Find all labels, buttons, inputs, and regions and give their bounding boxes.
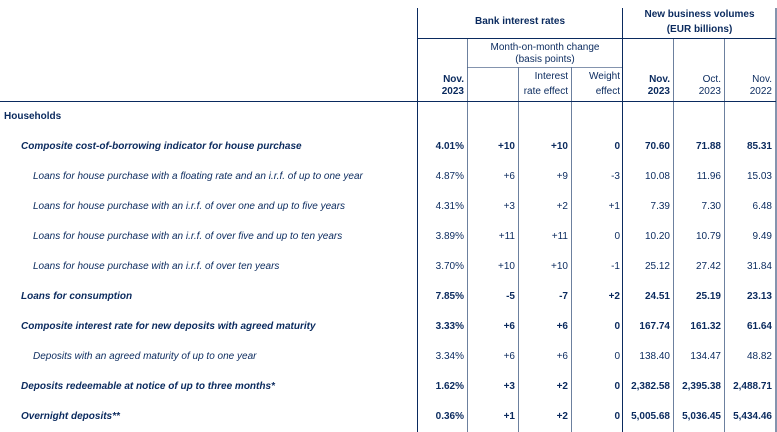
col-vol-nov2023-line1: Nov. xyxy=(649,74,670,85)
row-label: Composite cost-of-borrowing indicator fo… xyxy=(21,141,302,152)
mom-header-line1: Month-on-month change xyxy=(490,42,600,53)
section-households: Households xyxy=(4,111,62,122)
table-cell-v1: 25.12 xyxy=(644,261,670,272)
nbv-header-line2: (EUR billions) xyxy=(666,24,733,35)
table-cell-ir: +2 xyxy=(556,411,568,422)
col-vol-nov2022-line2: 2022 xyxy=(749,86,772,97)
table-cell-w: +2 xyxy=(608,291,620,302)
table-cell-rate: 1.62% xyxy=(435,381,464,392)
col-vol-oct2023-line2: 2023 xyxy=(698,86,721,97)
table-cell-w: -3 xyxy=(611,171,620,182)
table-cell-v1: 5,005.68 xyxy=(631,411,670,422)
table-cell-ir: +2 xyxy=(556,381,568,392)
table-cell-v1: 138.40 xyxy=(639,351,670,362)
row-label: Composite interest rate for new deposits… xyxy=(21,321,316,332)
table-cell-v1: 2,382.58 xyxy=(631,381,670,392)
col-ir-effect-line1: Interest xyxy=(534,71,568,82)
table-cell-v2: 5,036.45 xyxy=(682,411,721,422)
table-cell-v3: 9.49 xyxy=(752,231,772,242)
row-label: Overnight deposits** xyxy=(21,411,120,422)
table-cell-v1: 24.51 xyxy=(644,291,670,302)
table-cell-mom: +6 xyxy=(503,351,515,362)
col-vol-nov2023-line2: 2023 xyxy=(647,86,670,97)
row-label: Loans for house purchase with a floating… xyxy=(33,171,363,182)
col-vol-oct2023-line1: Oct. xyxy=(702,74,721,85)
table-cell-mom: +10 xyxy=(498,141,515,152)
table-cell-v3: 31.84 xyxy=(746,261,772,272)
table-cell-ir: +9 xyxy=(556,171,568,182)
mom-header-line2: (basis points) xyxy=(515,54,575,65)
table-cell-v3: 23.13 xyxy=(746,291,772,302)
table-cell-ir: +10 xyxy=(551,261,568,272)
table-cell-w: 0 xyxy=(614,381,620,392)
table-cell-v1: 167.74 xyxy=(639,321,670,332)
table-cell-rate: 0.36% xyxy=(435,411,464,422)
col-ir-effect-line2: rate effect xyxy=(523,86,568,97)
table-cell-mom: +3 xyxy=(503,381,515,392)
table-cell-v3: 85.31 xyxy=(746,141,772,152)
table-cell-v2: 2,395.38 xyxy=(682,381,721,392)
table-cell-w: +1 xyxy=(608,201,620,212)
table-cell-v2: 11.96 xyxy=(696,171,721,182)
table-cell-v3: 61.64 xyxy=(746,321,772,332)
row-label: Loans for house purchase with an i.r.f. … xyxy=(33,201,346,212)
table-cell-ir: -7 xyxy=(559,291,568,302)
table-cell-ir: +10 xyxy=(551,141,568,152)
table-cell-mom: +1 xyxy=(503,411,515,422)
table-cell-w: 0 xyxy=(614,351,620,362)
table-cell-v2: 25.19 xyxy=(695,291,721,302)
table-cell-v2: 71.88 xyxy=(695,141,721,152)
row-label: Loans for house purchase with an i.r.f. … xyxy=(33,231,343,242)
row-label: Loans for house purchase with an i.r.f. … xyxy=(33,261,280,272)
table-cell-v3: 6.48 xyxy=(752,201,772,212)
table-cell-ir: +2 xyxy=(556,201,568,212)
table-cell-w: 0 xyxy=(614,411,620,422)
table-cell-v2: 7.30 xyxy=(701,201,721,212)
table-cell-v1: 10.20 xyxy=(644,231,670,242)
col-rate-nov2023-line1: Nov. xyxy=(443,74,464,85)
table-cell-w: 0 xyxy=(614,321,620,332)
table-cell-rate: 3.34% xyxy=(435,351,464,362)
table-cell-v2: 10.79 xyxy=(695,231,721,242)
table-cell-w: 0 xyxy=(614,141,620,152)
table-cell-w: -1 xyxy=(611,261,620,272)
table-cell-mom: +3 xyxy=(503,201,515,212)
table-cell-v2: 134.47 xyxy=(690,351,721,362)
col-w-effect-line2: effect xyxy=(595,86,620,97)
table-cell-v3: 5,434.46 xyxy=(733,411,772,422)
table-cell-v2: 161.32 xyxy=(690,321,721,332)
table-cell-ir: +11 xyxy=(551,231,568,242)
table-cell-mom: +10 xyxy=(498,261,515,272)
table-cell-rate: 7.85% xyxy=(435,291,464,302)
row-label: Deposits with an agreed maturity of up t… xyxy=(33,351,257,362)
row-label: Loans for consumption xyxy=(21,291,133,302)
table-cell-mom: +6 xyxy=(503,321,515,332)
bank-rates-header: Bank interest rates xyxy=(474,16,566,27)
table-cell-v3: 15.03 xyxy=(746,171,772,182)
table-cell-rate: 4.87% xyxy=(435,171,464,182)
table-cell-mom: +6 xyxy=(503,171,515,182)
table-cell-v3: 48.82 xyxy=(746,351,772,362)
table-cell-v1: 70.60 xyxy=(644,141,670,152)
table-cell-v2: 27.42 xyxy=(695,261,721,272)
table-cell-v3: 2,488.71 xyxy=(733,381,772,392)
col-vol-nov2022-line1: Nov. xyxy=(752,74,772,85)
table-cell-mom: -5 xyxy=(506,291,515,302)
table-cell-mom: +11 xyxy=(498,231,515,242)
nbv-header-line1: New business volumes xyxy=(644,9,755,20)
table-cell-v1: 7.39 xyxy=(650,201,670,212)
table-cell-rate: 3.89% xyxy=(435,231,464,242)
table-cell-rate: 4.01% xyxy=(435,141,464,152)
table-cell-w: 0 xyxy=(614,231,620,242)
table-cell-rate: 3.70% xyxy=(435,261,464,272)
table-cell-rate: 3.33% xyxy=(435,321,464,332)
table-cell-ir: +6 xyxy=(556,321,568,332)
table-cell-ir: +6 xyxy=(556,351,568,362)
row-label: Deposits redeemable at notice of up to t… xyxy=(21,381,275,392)
table-cell-v1: 10.08 xyxy=(644,171,670,182)
col-rate-nov2023-line2: 2023 xyxy=(441,86,464,97)
table-cell-rate: 4.31% xyxy=(435,201,464,212)
col-w-effect-line1: Weight xyxy=(589,71,620,82)
